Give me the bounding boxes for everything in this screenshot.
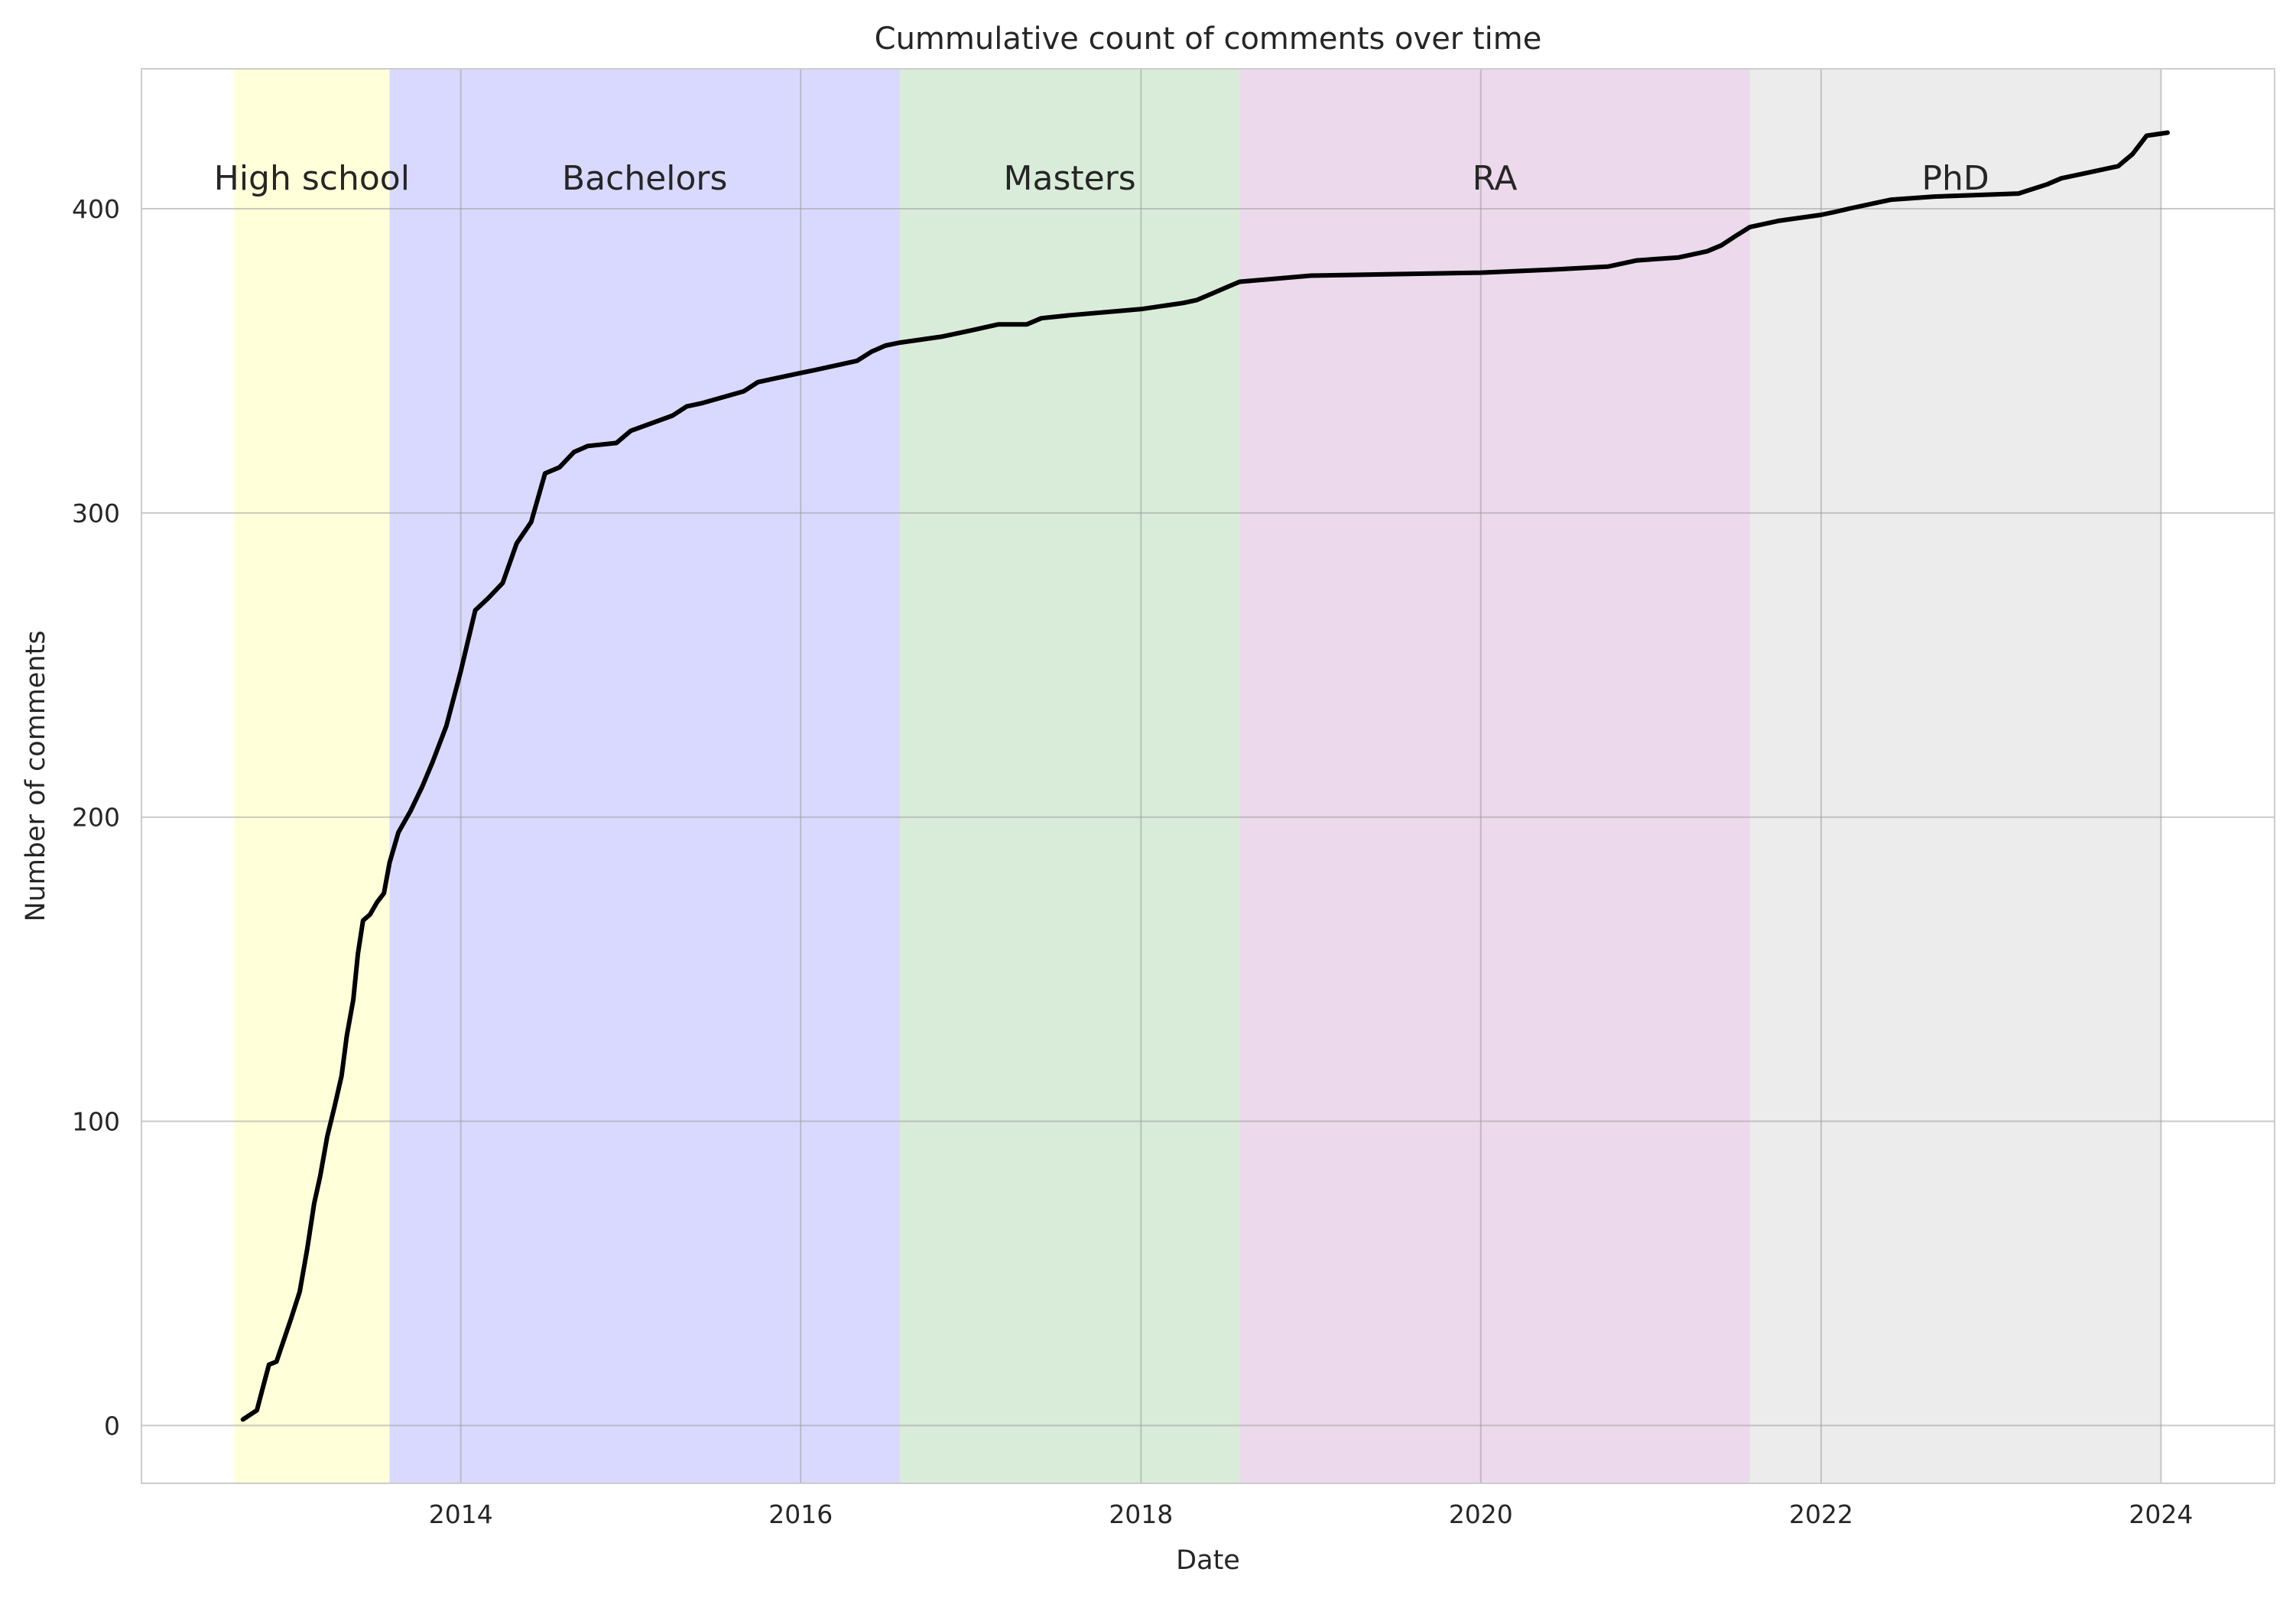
period-label: RA <box>1473 159 1518 198</box>
grid-lines <box>141 69 2275 1483</box>
period-label: PhD <box>1921 159 1989 198</box>
x-tick-labels: 2014 2016 2018 2020 2022 2024 <box>429 1499 2194 1529</box>
x-tick-label: 2018 <box>1109 1499 1173 1529</box>
x-tick-label: 2020 <box>1449 1499 1513 1529</box>
y-axis-title: Number of comments <box>21 630 51 921</box>
period-band <box>1239 69 1750 1483</box>
period-label: Bachelors <box>562 159 727 198</box>
y-tick-label: 200 <box>72 803 120 833</box>
x-tick-label: 2014 <box>429 1499 493 1529</box>
axes-frame <box>141 68 2275 1484</box>
chart-title: Cummulative count of comments over time <box>875 21 1542 57</box>
y-tick-label: 0 <box>104 1411 120 1440</box>
period-labels: High school Bachelors Masters RA PhD <box>214 159 1989 198</box>
y-tick-labels: 0 100 200 300 400 <box>72 194 120 1440</box>
y-tick-label: 300 <box>72 499 120 528</box>
period-band <box>389 69 900 1483</box>
period-band <box>1749 69 2161 1483</box>
y-tick-label: 400 <box>72 194 120 224</box>
period-band <box>899 69 1240 1483</box>
x-axis-title: Date <box>1176 1545 1240 1576</box>
period-label: High school <box>214 159 410 198</box>
x-tick-label: 2016 <box>768 1499 833 1529</box>
series-layer <box>240 130 2170 1422</box>
series-line <box>240 130 2170 1422</box>
period-band <box>234 69 390 1483</box>
y-tick-label: 100 <box>72 1107 120 1137</box>
period-label: Masters <box>1004 159 1136 198</box>
x-tick-label: 2022 <box>1789 1499 1853 1529</box>
x-tick-label: 2024 <box>2129 1499 2193 1529</box>
period-bands <box>234 69 2161 1483</box>
